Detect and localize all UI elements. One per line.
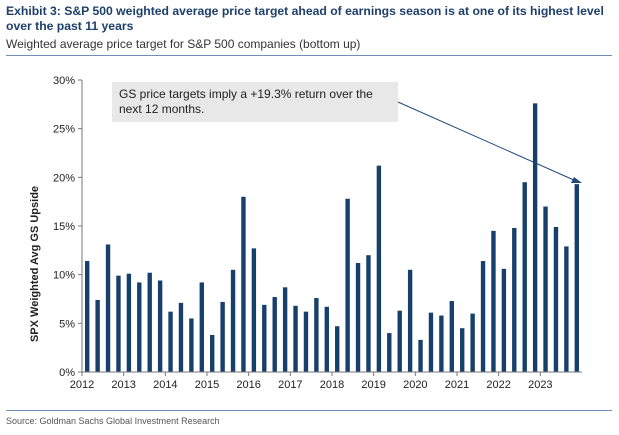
bar [449,300,454,372]
bar-chart: 0% 5% 10% 15% 20% 25% 30% 2012 2013 2014 2015 2016… [29,75,582,391]
annotation-arrow [397,101,577,182]
bar [126,273,132,372]
bar [282,287,288,372]
x-tick-label: 2021 [445,379,469,391]
bar [324,306,329,372]
bar [220,301,225,372]
y-tick-label: 20% [53,172,75,184]
bar [210,335,215,372]
bar [387,333,392,372]
bar [303,311,309,372]
bar [314,298,319,372]
bar [168,311,173,372]
bar [199,282,204,372]
annotation-box [112,82,398,122]
bar [439,315,444,372]
bar [532,103,538,373]
x-tick-label: 2022 [486,379,510,391]
bar [428,312,434,372]
y-tick-label: 5% [59,318,75,330]
bar [543,206,548,372]
chart-title: Exhibit 3: S&P 500 weighted average pric… [6,4,604,33]
x-axis: 2012 2013 2014 2015 2016 2017 2018 2019 2020 2021… [70,371,582,391]
bar [574,184,579,372]
bar [241,196,246,372]
bar-series [85,103,579,373]
bar [105,244,111,372]
bar [189,318,194,372]
x-tick-label: 2017 [278,379,302,391]
bar [501,268,507,372]
y-tick-label: 10% [53,270,75,282]
bar [553,226,559,372]
y-tick-label: 15% [53,221,75,233]
bar [522,182,527,372]
x-tick-label: 2018 [320,379,344,391]
bar [564,246,569,372]
y-axis-label: SPX Weighted Avg GS Upside [29,186,41,342]
x-tick-label: 2020 [403,379,427,391]
source-note: Source: Goldman Sachs Global Investment … [6,416,220,426]
x-tick-label: 2023 [528,379,552,391]
bar [407,269,413,372]
bar [230,269,236,372]
bottom-rule [6,410,612,411]
bar [366,255,371,372]
bar [95,299,100,372]
bar [157,280,163,372]
bar [85,261,90,372]
y-tick-label: 0% [59,367,75,379]
bar [251,248,257,372]
bar [178,302,184,372]
x-tick-label: 2012 [70,379,94,391]
x-tick-label: 2014 [153,379,177,391]
bar [262,304,267,372]
bar [272,297,277,372]
y-tick-label: 30% [53,75,75,87]
bar [335,326,340,372]
bar [355,262,361,372]
x-tick-label: 2015 [195,379,219,391]
bar [460,328,465,372]
bar [418,339,423,372]
bar [480,261,486,372]
y-tick-label: 25% [53,124,75,136]
bar [470,313,475,372]
bar [293,305,298,372]
bar [512,227,517,372]
annotation: GS price targets imply a +19.3% return o… [112,82,582,183]
bar [491,230,496,372]
chart-subtitle: Weighted average price target for S&P 50… [6,37,361,51]
x-tick-label: 2019 [361,379,385,391]
annotation-line-2: next 12 months. [119,102,204,116]
bar [397,310,402,372]
x-tick-label: 2016 [236,379,260,391]
y-axis: 0% 5% 10% 15% 20% 25% 30% [53,75,83,379]
bar [116,275,121,372]
annotation-line-1: GS price targets imply a +19.3% return o… [119,87,373,101]
top-rule [6,55,612,56]
bar [376,165,382,372]
x-tick-label: 2013 [111,379,135,391]
bar [137,282,142,372]
annotation-arrowhead [571,177,582,183]
bar [147,272,152,372]
bar [345,198,350,372]
